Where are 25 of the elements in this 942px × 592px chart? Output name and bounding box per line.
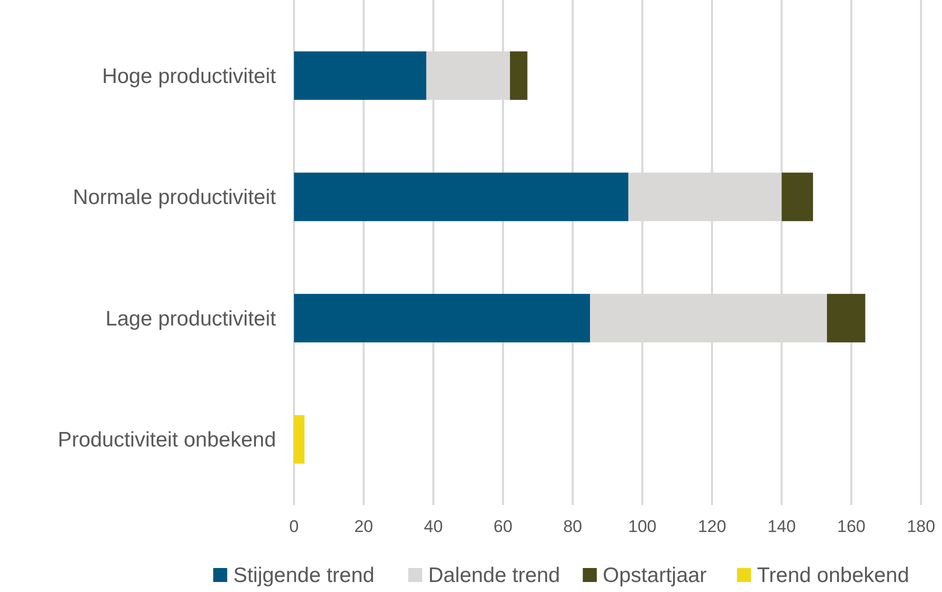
x-tick-label: 160: [837, 517, 866, 536]
bar: [826, 294, 866, 342]
bar: [782, 172, 814, 222]
bar: [294, 415, 304, 464]
x-tick-label: 20: [354, 517, 374, 536]
y-tick-label: Productiviteit onbekend: [58, 428, 276, 452]
x-tick-label: 140: [767, 517, 796, 536]
x-tick-label: 100: [628, 517, 657, 536]
legend-label: Stijgende trend: [233, 564, 374, 587]
x-tick-label: 60: [494, 517, 512, 536]
x-tick-label: 0: [289, 517, 299, 536]
legend-label: Dalende trend: [428, 564, 560, 587]
bar: [294, 294, 590, 342]
legend-label: Opstartjaar: [602, 564, 707, 587]
x-tick-label: 180: [906, 517, 936, 536]
y-tick-label: Hoge productiviteit: [102, 64, 276, 88]
x-tick-label: 40: [424, 517, 443, 536]
bar: [510, 51, 528, 100]
x-tick-label: 80: [563, 517, 582, 536]
x-tick-label: 120: [698, 517, 726, 536]
legend-label: Trend onbekend: [757, 564, 910, 587]
y-tick-label: Lage productiviteit: [106, 307, 276, 330]
y-tick-label: Normale productiviteit: [72, 186, 276, 210]
bar: [294, 172, 628, 222]
bar: [294, 51, 426, 100]
